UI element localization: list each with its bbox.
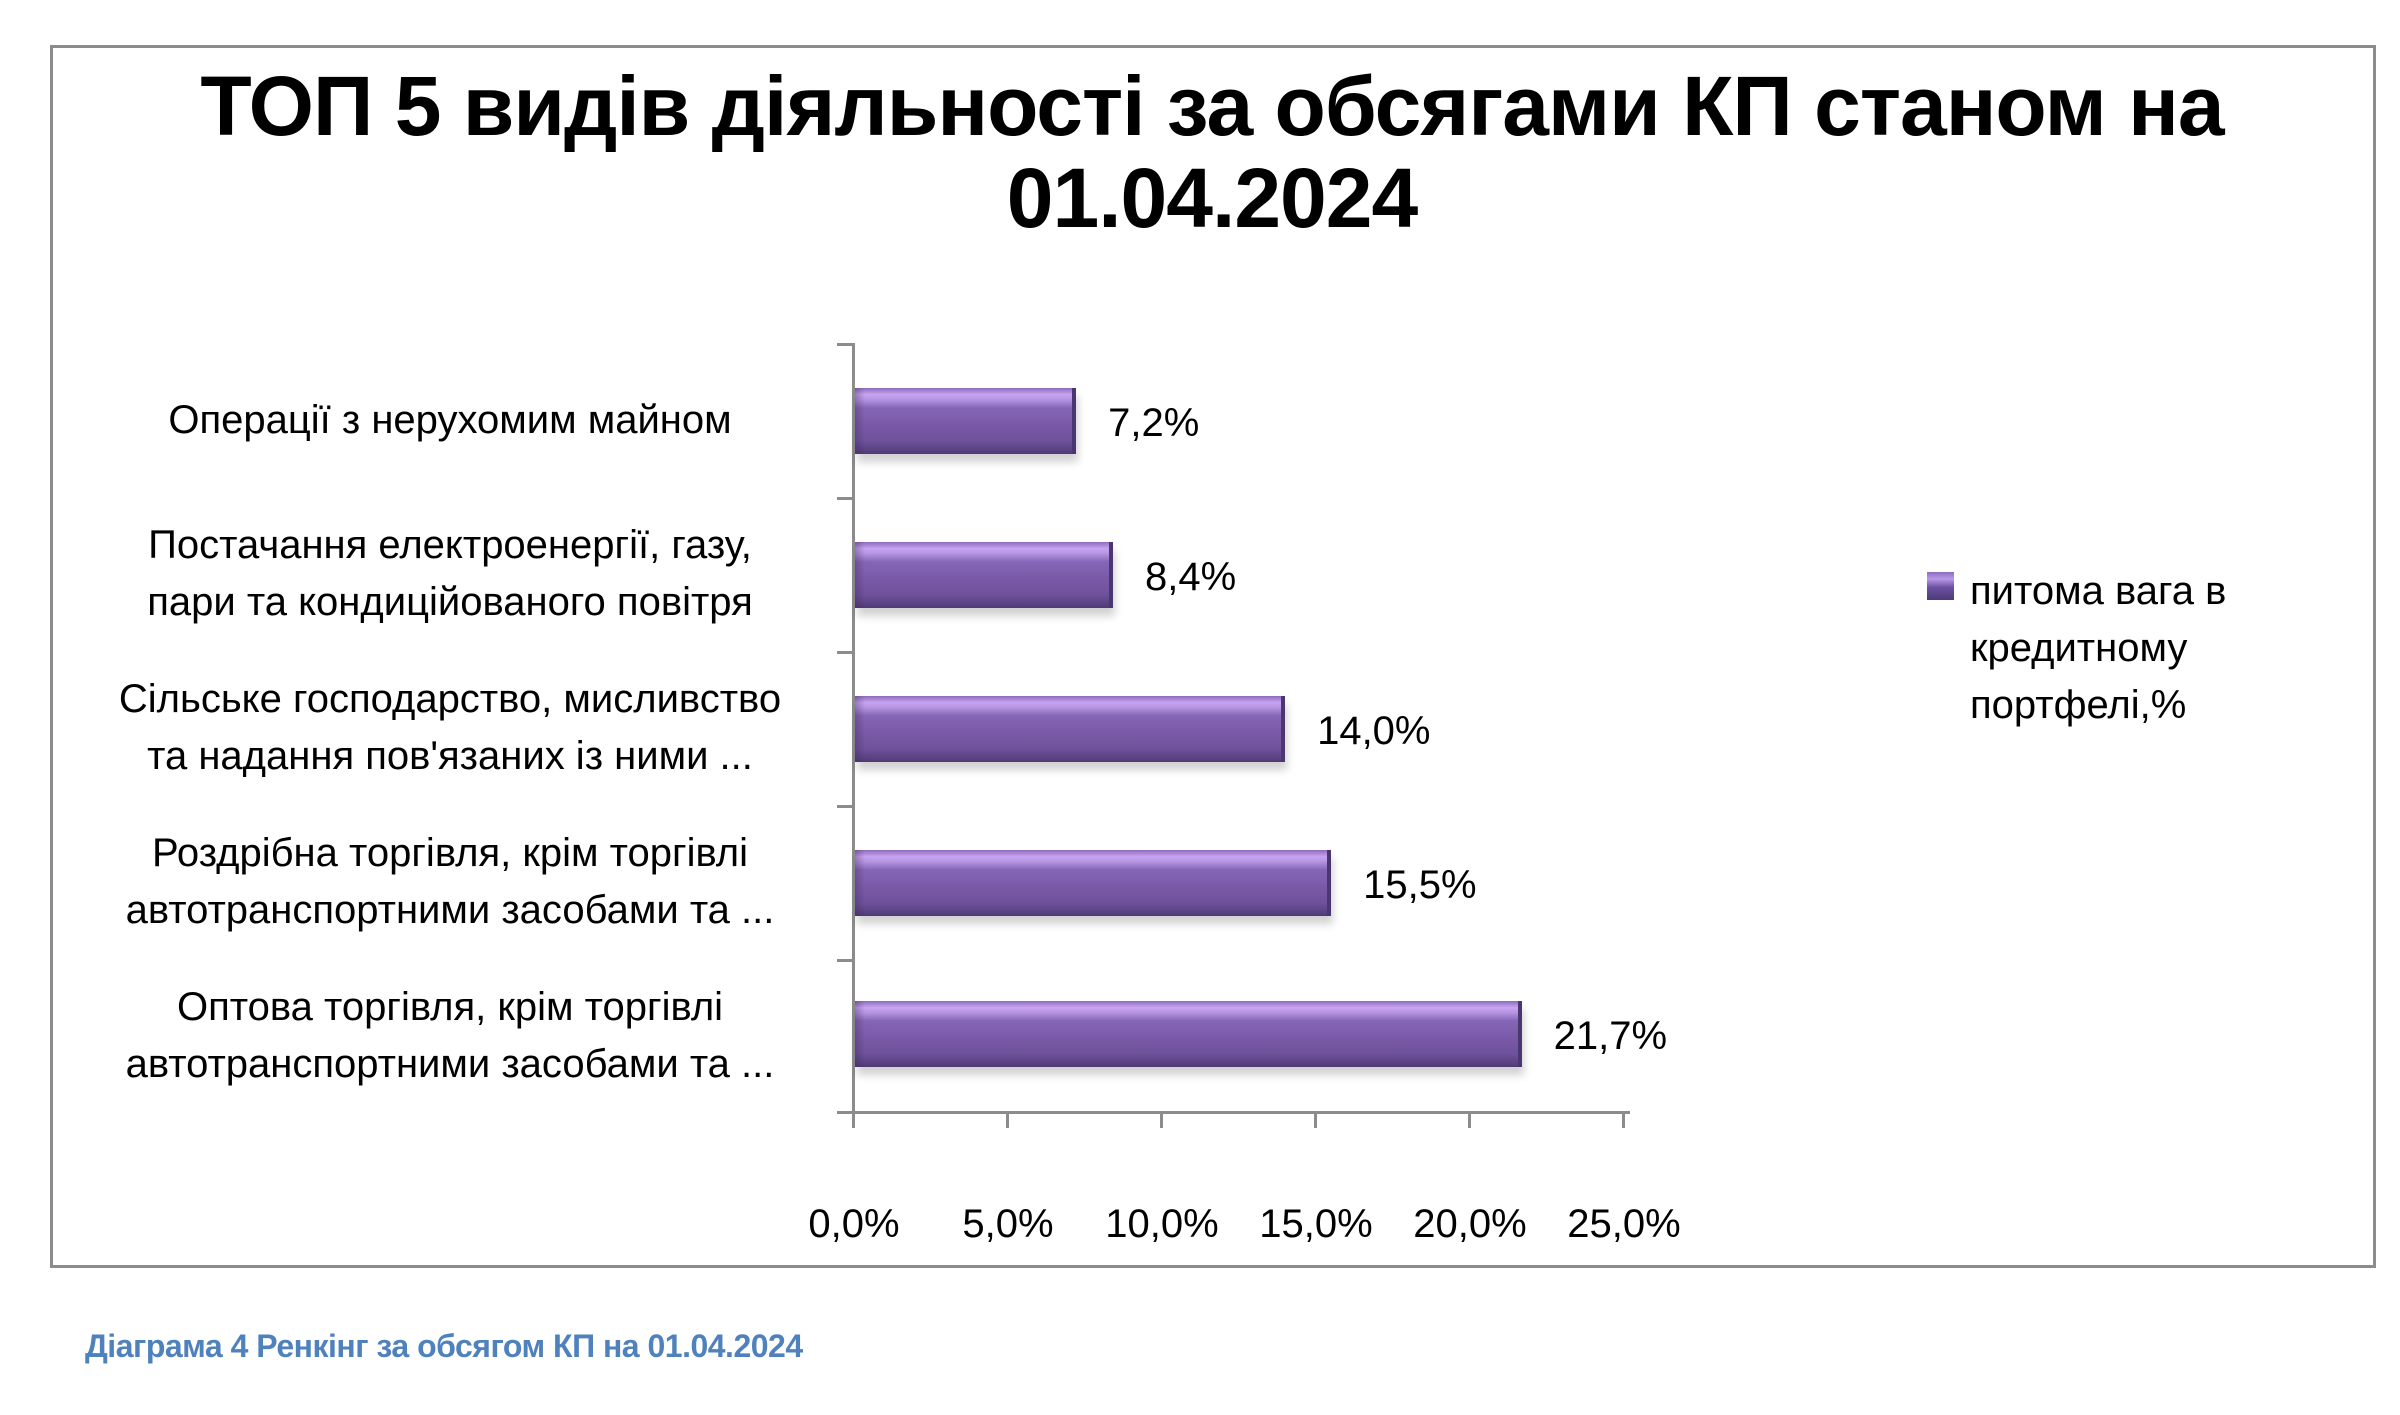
category-label-line: Сільське господарство, мисливство xyxy=(118,677,782,721)
category-label: Сільське господарство, мисливство та над… xyxy=(70,651,830,805)
legend-label: питома вага в кредитному портфелі,% xyxy=(1970,563,2300,734)
legend-label-line: портфелі,% xyxy=(1970,683,2187,727)
x-tick-label: 0,0% xyxy=(808,1202,900,1246)
x-tick-label: 10,0% xyxy=(1105,1202,1219,1246)
bar xyxy=(855,1001,1522,1067)
x-axis-tick xyxy=(1622,1111,1625,1128)
x-axis-tick xyxy=(1314,1111,1317,1128)
y-axis-tick xyxy=(837,343,854,346)
category-label-line: автотранспортними засобами та ... xyxy=(125,888,775,932)
y-axis-tick xyxy=(837,651,854,654)
bar xyxy=(855,388,1077,454)
category-label-line: Оптова торгівля, крім торгівлі xyxy=(176,985,724,1029)
bar xyxy=(855,542,1114,608)
figure-caption: Діаграма 4 Ренкінг за обсягом КП на 01.0… xyxy=(85,1328,803,1364)
chart-title: ТОП 5 видів діяльності за обсягами КП ст… xyxy=(0,60,2400,244)
bar xyxy=(855,696,1286,762)
chart-title-line-2: 01.04.2024 xyxy=(1006,151,1418,245)
category-label-line: та надання пов'язаних із ними ... xyxy=(147,734,753,778)
category-label: Постачання електроенергії, газу, пари та… xyxy=(70,497,830,651)
x-axis-line xyxy=(837,1111,1630,1114)
category-label-line: Постачання електроенергії, газу, xyxy=(148,523,752,567)
category-label-line: автотранспортними засобами та ... xyxy=(125,1042,775,1086)
bar xyxy=(855,850,1332,916)
chart-title-line-1: ТОП 5 видів діяльності за обсягами КП ст… xyxy=(200,59,2224,153)
x-axis-tick xyxy=(852,1111,855,1128)
x-tick-label: 15,0% xyxy=(1259,1202,1373,1246)
legend-swatch-icon xyxy=(1927,572,1954,600)
category-label: Оптова торгівля, крім торгівлі автотранс… xyxy=(70,959,830,1113)
y-axis-line xyxy=(852,343,855,1115)
x-axis-tick xyxy=(1160,1111,1163,1128)
category-label: Роздрібна торгівля, крім торгівлі автотр… xyxy=(70,805,830,959)
y-axis-tick xyxy=(837,805,854,808)
legend-label-line: кредитному xyxy=(1970,626,2188,670)
y-axis-tick xyxy=(837,497,854,500)
x-axis-tick xyxy=(1006,1111,1009,1128)
x-tick-label: 5,0% xyxy=(962,1202,1054,1246)
category-label-line: Роздрібна торгівля, крім торгівлі xyxy=(151,831,749,875)
x-tick-label: 25,0% xyxy=(1567,1202,1681,1246)
category-label-line: Операції з нерухомим майном xyxy=(168,397,732,442)
x-tick-label: 20,0% xyxy=(1413,1202,1527,1246)
value-label: 8,4% xyxy=(1145,555,1237,599)
value-label: 15,5% xyxy=(1363,863,1477,907)
category-label: Операції з нерухомим майном xyxy=(70,343,830,497)
value-label: 7,2% xyxy=(1108,401,1200,445)
legend-label-line: питома вага в xyxy=(1970,569,2227,613)
value-label: 21,7% xyxy=(1553,1014,1668,1058)
y-axis-tick xyxy=(837,959,854,962)
value-label: 14,0% xyxy=(1317,709,1431,753)
category-label-line: пари та кондиційованого повітря xyxy=(147,580,753,624)
x-axis-tick xyxy=(1468,1111,1471,1128)
